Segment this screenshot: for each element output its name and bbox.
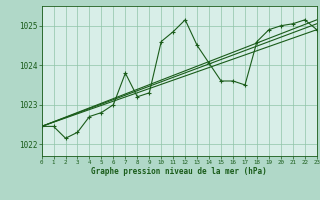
X-axis label: Graphe pression niveau de la mer (hPa): Graphe pression niveau de la mer (hPa)	[91, 167, 267, 176]
